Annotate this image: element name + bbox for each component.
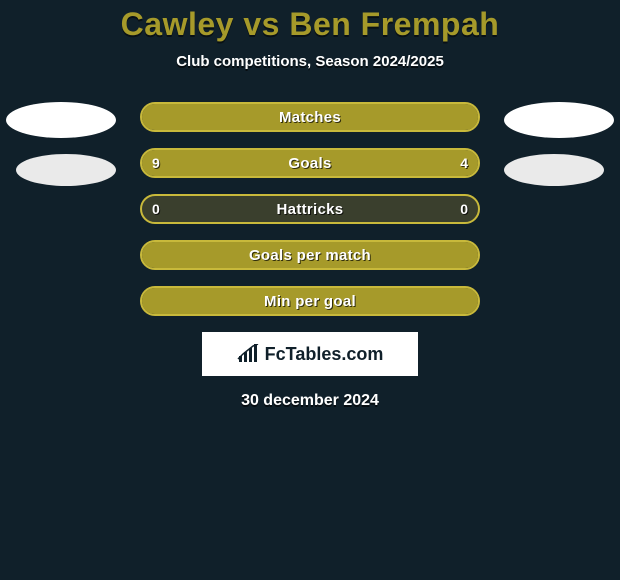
stat-bar: Min per goal [140, 286, 480, 316]
stat-bars: Matches 94Goals 00Hattricks Goals per match… [140, 102, 480, 316]
source-logo: FcTables.com [202, 332, 418, 376]
subtitle: Club competitions, Season 2024/2025 [0, 53, 620, 70]
player-left-club-badge [16, 154, 116, 186]
bar-chart-icon [237, 344, 261, 364]
comparison-content: Matches 94Goals 00Hattricks Goals per match… [0, 102, 620, 410]
source-logo-text: FcTables.com [265, 344, 384, 365]
stat-bar: 00Hattricks [140, 194, 480, 224]
stat-bar: Goals per match [140, 240, 480, 270]
stat-bar: Matches [140, 102, 480, 132]
player-right-club-badge [504, 154, 604, 186]
bar-label: Goals per match [142, 242, 478, 268]
bar-label: Goals [142, 150, 478, 176]
page-title: Cawley vs Ben Frempah [0, 0, 620, 43]
bar-label: Min per goal [142, 288, 478, 314]
bar-label: Matches [142, 104, 478, 130]
stat-bar: 94Goals [140, 148, 480, 178]
bar-label: Hattricks [142, 196, 478, 222]
player-right-avatar [504, 102, 614, 138]
snapshot-date: 30 december 2024 [0, 392, 620, 410]
player-left-avatar [6, 102, 116, 138]
